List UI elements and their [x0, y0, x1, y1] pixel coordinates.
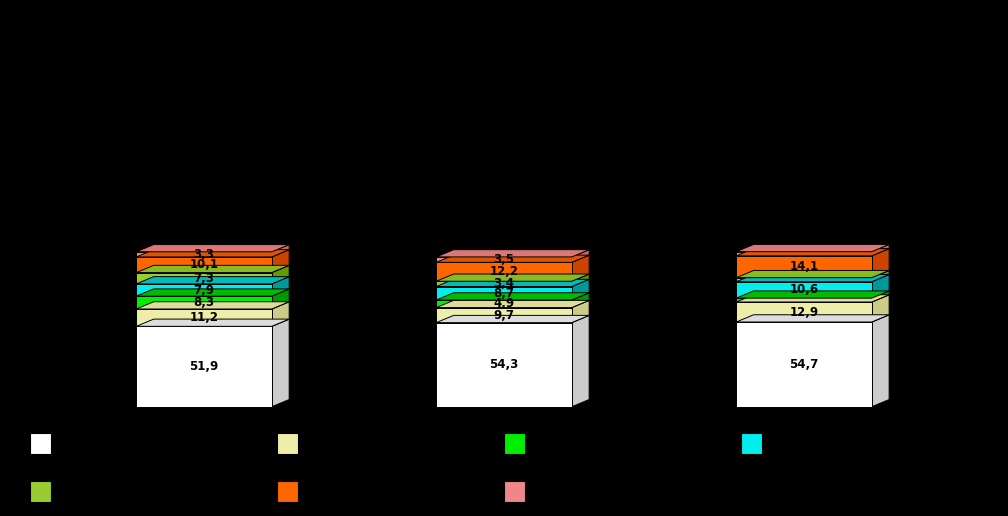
- Text: Болезни нервной системы: Болезни нервной системы: [537, 439, 691, 449]
- Polygon shape: [436, 262, 572, 281]
- Text: 54,7: 54,7: [789, 358, 818, 371]
- Polygon shape: [436, 322, 572, 407]
- Polygon shape: [872, 270, 889, 282]
- Polygon shape: [736, 270, 889, 278]
- Polygon shape: [736, 256, 872, 278]
- Polygon shape: [736, 275, 889, 282]
- Polygon shape: [436, 281, 572, 286]
- Polygon shape: [872, 249, 889, 278]
- Polygon shape: [436, 300, 572, 308]
- Polygon shape: [572, 315, 589, 407]
- Polygon shape: [736, 282, 872, 298]
- Polygon shape: [136, 257, 272, 272]
- Polygon shape: [736, 252, 872, 256]
- Text: Болезни кожи: Болезни кожи: [774, 439, 857, 449]
- Polygon shape: [504, 433, 525, 454]
- Polygon shape: [276, 481, 298, 502]
- Text: Болезни органов дыхания: Болезни органов дыхания: [62, 439, 217, 449]
- Polygon shape: [136, 265, 289, 272]
- Polygon shape: [436, 257, 572, 262]
- Text: 12,2: 12,2: [490, 265, 518, 278]
- Polygon shape: [572, 250, 589, 262]
- Polygon shape: [872, 315, 889, 407]
- Polygon shape: [272, 265, 289, 284]
- Polygon shape: [572, 255, 589, 281]
- Polygon shape: [736, 302, 872, 322]
- Polygon shape: [572, 293, 589, 308]
- Polygon shape: [436, 250, 589, 257]
- Text: 54,3: 54,3: [489, 358, 519, 371]
- Text: 10,1: 10,1: [190, 258, 219, 271]
- Polygon shape: [136, 326, 272, 407]
- Text: Болезни крови: Болезни крови: [62, 487, 149, 496]
- Polygon shape: [272, 245, 289, 257]
- Polygon shape: [572, 300, 589, 322]
- Polygon shape: [872, 295, 889, 322]
- Polygon shape: [736, 278, 872, 282]
- Polygon shape: [572, 279, 589, 300]
- Polygon shape: [136, 309, 272, 326]
- Text: 51,9: 51,9: [190, 360, 219, 373]
- Polygon shape: [272, 302, 289, 326]
- Text: прочие: прочие: [537, 487, 579, 496]
- Text: 4,9: 4,9: [494, 297, 514, 310]
- Polygon shape: [136, 277, 289, 284]
- Polygon shape: [272, 319, 289, 407]
- Polygon shape: [436, 308, 572, 322]
- Text: 14,1: 14,1: [789, 260, 818, 273]
- Polygon shape: [136, 252, 272, 257]
- Text: 10,6: 10,6: [789, 283, 818, 296]
- Polygon shape: [136, 319, 289, 326]
- Polygon shape: [136, 289, 289, 296]
- Polygon shape: [136, 284, 272, 296]
- Polygon shape: [572, 274, 589, 286]
- Polygon shape: [272, 250, 289, 272]
- Text: 12,9: 12,9: [789, 305, 818, 318]
- Polygon shape: [436, 300, 589, 308]
- Text: 7,3: 7,3: [194, 272, 215, 285]
- Polygon shape: [30, 433, 51, 454]
- Polygon shape: [30, 481, 51, 502]
- Polygon shape: [436, 315, 589, 322]
- Polygon shape: [436, 255, 589, 262]
- Polygon shape: [136, 245, 289, 252]
- Polygon shape: [136, 302, 289, 309]
- Text: 3,5: 3,5: [494, 253, 514, 266]
- Text: 3,3: 3,3: [194, 248, 215, 261]
- Polygon shape: [872, 245, 889, 256]
- Polygon shape: [736, 315, 889, 322]
- Polygon shape: [736, 249, 889, 256]
- Text: Инфекционные болезни: Инфекционные болезни: [309, 487, 452, 496]
- Polygon shape: [736, 291, 889, 298]
- Text: 8,7: 8,7: [494, 287, 514, 300]
- Text: 7,9: 7,9: [194, 283, 215, 297]
- Text: 3,4: 3,4: [494, 278, 514, 291]
- Polygon shape: [436, 279, 589, 286]
- Polygon shape: [872, 275, 889, 298]
- Polygon shape: [272, 277, 289, 296]
- Polygon shape: [741, 433, 762, 454]
- Polygon shape: [436, 286, 572, 300]
- Polygon shape: [436, 274, 589, 281]
- Polygon shape: [736, 298, 872, 302]
- Polygon shape: [136, 296, 272, 309]
- Polygon shape: [736, 245, 889, 252]
- Text: Болезни органов пищеварения: Болезни органов пищеварения: [309, 439, 493, 449]
- Polygon shape: [872, 291, 889, 302]
- Polygon shape: [736, 295, 889, 302]
- Polygon shape: [436, 293, 589, 300]
- Polygon shape: [504, 481, 525, 502]
- Polygon shape: [136, 250, 289, 257]
- Polygon shape: [272, 289, 289, 309]
- Polygon shape: [136, 272, 272, 284]
- Polygon shape: [276, 433, 298, 454]
- Text: 9,7: 9,7: [494, 309, 514, 321]
- Text: 8,3: 8,3: [194, 296, 215, 309]
- Text: 11,2: 11,2: [190, 311, 219, 324]
- Polygon shape: [736, 322, 872, 407]
